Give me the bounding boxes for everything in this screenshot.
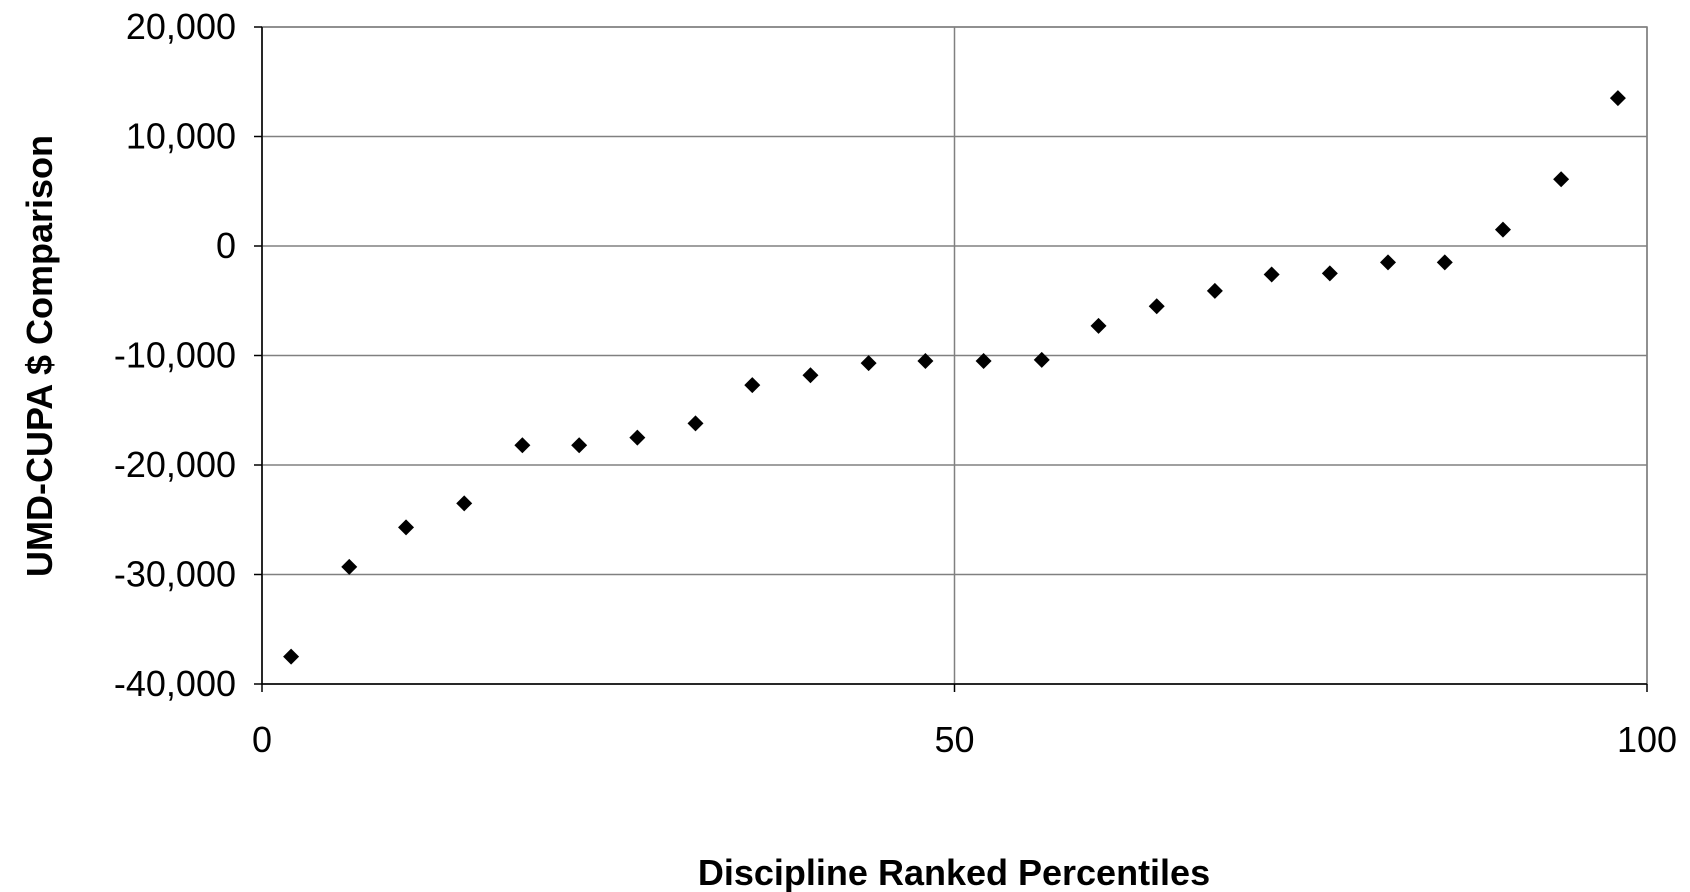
data-point xyxy=(1033,351,1050,368)
data-point xyxy=(1090,317,1107,334)
data-point xyxy=(629,429,646,446)
y-tick-label: -40,000 xyxy=(114,663,236,704)
data-point xyxy=(860,355,877,372)
y-tick-label: 20,000 xyxy=(126,6,236,47)
data-points xyxy=(283,90,1626,665)
data-point xyxy=(1321,265,1338,282)
data-point xyxy=(571,437,588,454)
data-point xyxy=(687,415,704,432)
data-point xyxy=(744,377,761,394)
data-point xyxy=(1263,266,1280,283)
axes xyxy=(254,26,1648,692)
data-point xyxy=(1380,254,1397,271)
data-point xyxy=(398,519,415,536)
data-point xyxy=(514,437,531,454)
data-point xyxy=(1206,282,1223,299)
y-tick-label: 10,000 xyxy=(126,116,236,157)
x-tick-label: 100 xyxy=(1617,719,1677,760)
y-tick-label: 0 xyxy=(216,225,236,266)
x-axis-title: Discipline Ranked Percentiles xyxy=(698,852,1210,892)
tick-labels: 20,000 10,000 0 -10,000 -20,000 -30,000 -40,00… xyxy=(114,6,1677,760)
grid-lines xyxy=(261,26,1648,685)
y-tick-label: -10,000 xyxy=(114,335,236,376)
data-point xyxy=(975,352,992,369)
data-point xyxy=(1609,90,1626,107)
data-point xyxy=(917,352,934,369)
y-tick-label: -20,000 xyxy=(114,444,236,485)
data-point xyxy=(1494,221,1511,238)
data-point xyxy=(1436,254,1453,271)
y-tick-label: -30,000 xyxy=(114,554,236,595)
x-tick-label: 0 xyxy=(252,719,272,760)
data-point xyxy=(341,558,358,575)
data-point xyxy=(456,495,473,512)
x-tick-label: 50 xyxy=(934,719,974,760)
data-point xyxy=(283,648,300,665)
data-point xyxy=(802,367,819,384)
data-point xyxy=(1553,171,1570,188)
data-point xyxy=(1148,298,1165,315)
y-axis-title: UMD-CUPA $ Comparison xyxy=(19,135,60,577)
